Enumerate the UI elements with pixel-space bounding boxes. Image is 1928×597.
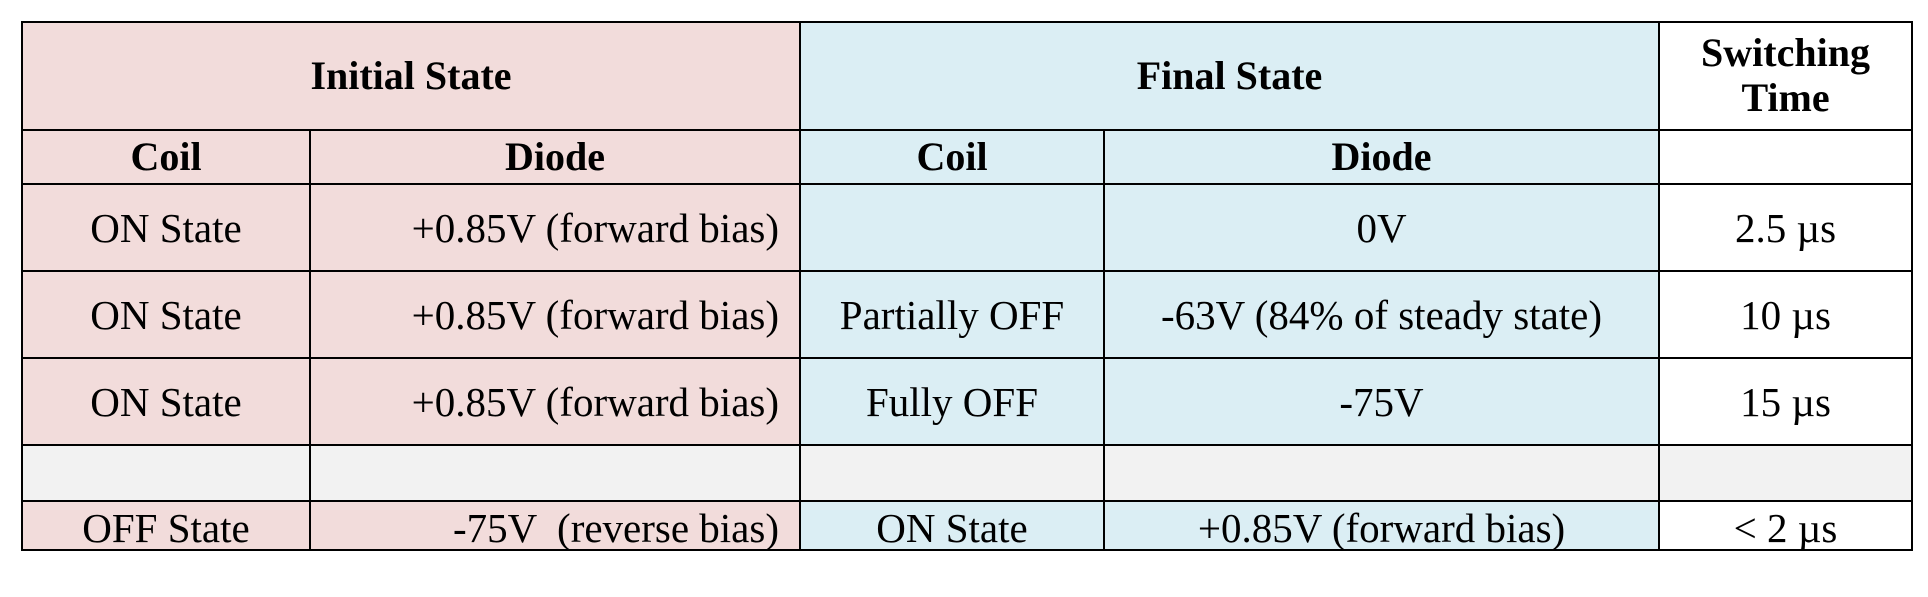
cell: -63V (84% of steady state) [1102,270,1661,359]
subheader-cell: Diode [309,129,801,185]
header-cell: Initial State [21,21,801,131]
subheader-cell: Coil [21,129,311,185]
cell: Partially OFF [799,270,1105,359]
spacer-row [21,444,1914,502]
data-row: OFF State -75V (reverse bias) ON State +0.8… [21,500,1914,551]
header-row: Initial State Final State Switching Time [21,21,1914,131]
state-table: Initial State Final State Switching Time… [21,21,1914,551]
cell: < 2 µs [1658,500,1914,551]
cell: Fully OFF [799,357,1105,446]
header-cell: Final State [798,21,1661,131]
cell: ON State [799,500,1105,551]
cell: ON State [21,357,311,446]
cell: +0.85V (forward bias) [309,183,801,272]
table-body: Initial State Final State Switching Time… [21,21,1914,551]
cell: -75V (reverse bias) [309,500,801,551]
cell: -75V [1102,357,1661,446]
cell: OFF State [21,500,311,551]
cell [309,444,801,502]
cell: 10 µs [1658,270,1914,359]
subheader-row: Coil Diode Coil Diode [21,129,1914,185]
cell: +0.85V (forward bias) [1102,500,1661,551]
cell: +0.85V (forward bias) [309,270,801,359]
cell: 2.5 µs [1658,183,1914,272]
subheader-cell [1658,129,1914,185]
cell: +0.85V (forward bias) [309,357,801,446]
cell: ON State [21,183,311,272]
data-row: ON State +0.85V (forward bias) Fully OFF -7… [21,357,1914,446]
data-row: ON State +0.85V (forward bias) Partially O… [21,270,1914,359]
cell: 0V [1102,183,1661,272]
cell [799,444,1105,502]
cell: 15 µs [1658,357,1914,446]
cell [21,444,311,502]
cell [1102,444,1661,502]
cell: ON State [21,270,311,359]
cell [799,183,1105,272]
data-row: ON State +0.85V (forward bias) 0V 2.5 µs [21,183,1914,272]
header-cell: Switching Time [1658,21,1914,131]
subheader-cell: Coil [799,129,1105,185]
subheader-cell: Diode [1102,129,1661,185]
cell [1658,444,1914,502]
